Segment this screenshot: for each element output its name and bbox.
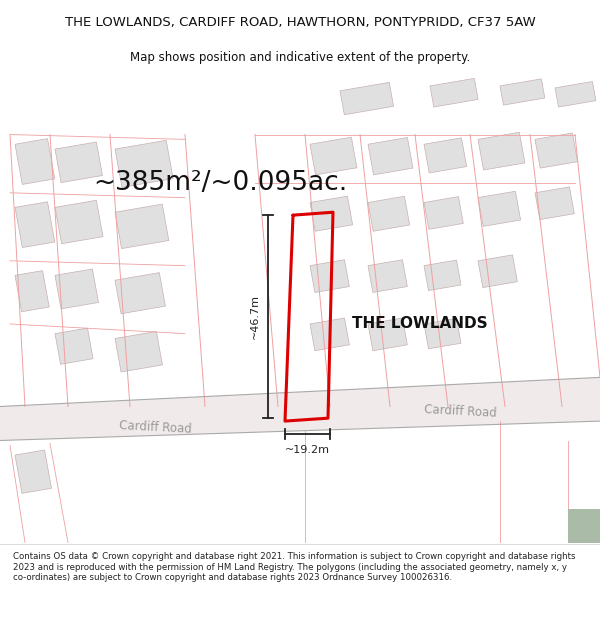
Bar xyxy=(15,139,55,184)
Bar xyxy=(535,133,578,168)
Text: ~19.2m: ~19.2m xyxy=(285,446,330,456)
Bar xyxy=(310,318,349,351)
Bar xyxy=(115,272,166,314)
Bar xyxy=(535,187,574,219)
Text: THE LOWLANDS: THE LOWLANDS xyxy=(352,316,488,331)
Bar xyxy=(15,202,55,248)
Bar xyxy=(55,200,103,244)
Bar xyxy=(568,509,600,542)
Bar xyxy=(430,78,478,107)
Text: Map shows position and indicative extent of the property.: Map shows position and indicative extent… xyxy=(130,51,470,64)
Bar xyxy=(115,141,173,188)
Text: ~46.7m: ~46.7m xyxy=(250,294,260,339)
Bar xyxy=(310,137,357,175)
Bar xyxy=(368,196,410,231)
Bar xyxy=(368,318,407,351)
Text: Cardiff Road: Cardiff Road xyxy=(118,419,191,436)
Bar xyxy=(55,142,103,182)
Bar xyxy=(424,318,461,349)
Text: THE LOWLANDS, CARDIFF ROAD, HAWTHORN, PONTYPRIDD, CF37 5AW: THE LOWLANDS, CARDIFF ROAD, HAWTHORN, PO… xyxy=(65,16,535,29)
Bar xyxy=(478,191,521,226)
Bar xyxy=(55,328,93,364)
Bar xyxy=(424,260,461,291)
Polygon shape xyxy=(0,378,600,441)
Bar xyxy=(424,197,463,229)
Bar xyxy=(15,450,52,493)
Bar xyxy=(424,138,467,173)
Bar xyxy=(310,196,353,231)
Bar xyxy=(15,271,49,312)
Bar xyxy=(340,82,394,115)
Text: Cardiff Road: Cardiff Road xyxy=(424,403,497,420)
Bar xyxy=(478,255,517,288)
Bar xyxy=(115,331,163,372)
Bar xyxy=(478,132,525,170)
Bar xyxy=(115,204,169,249)
Bar xyxy=(55,269,98,309)
Bar xyxy=(368,260,407,292)
Bar xyxy=(310,260,349,292)
Text: Contains OS data © Crown copyright and database right 2021. This information is : Contains OS data © Crown copyright and d… xyxy=(13,552,576,582)
Bar xyxy=(368,138,413,175)
Bar xyxy=(555,81,596,107)
Bar xyxy=(500,79,545,105)
Text: ~385m²/~0.095ac.: ~385m²/~0.095ac. xyxy=(93,170,347,196)
